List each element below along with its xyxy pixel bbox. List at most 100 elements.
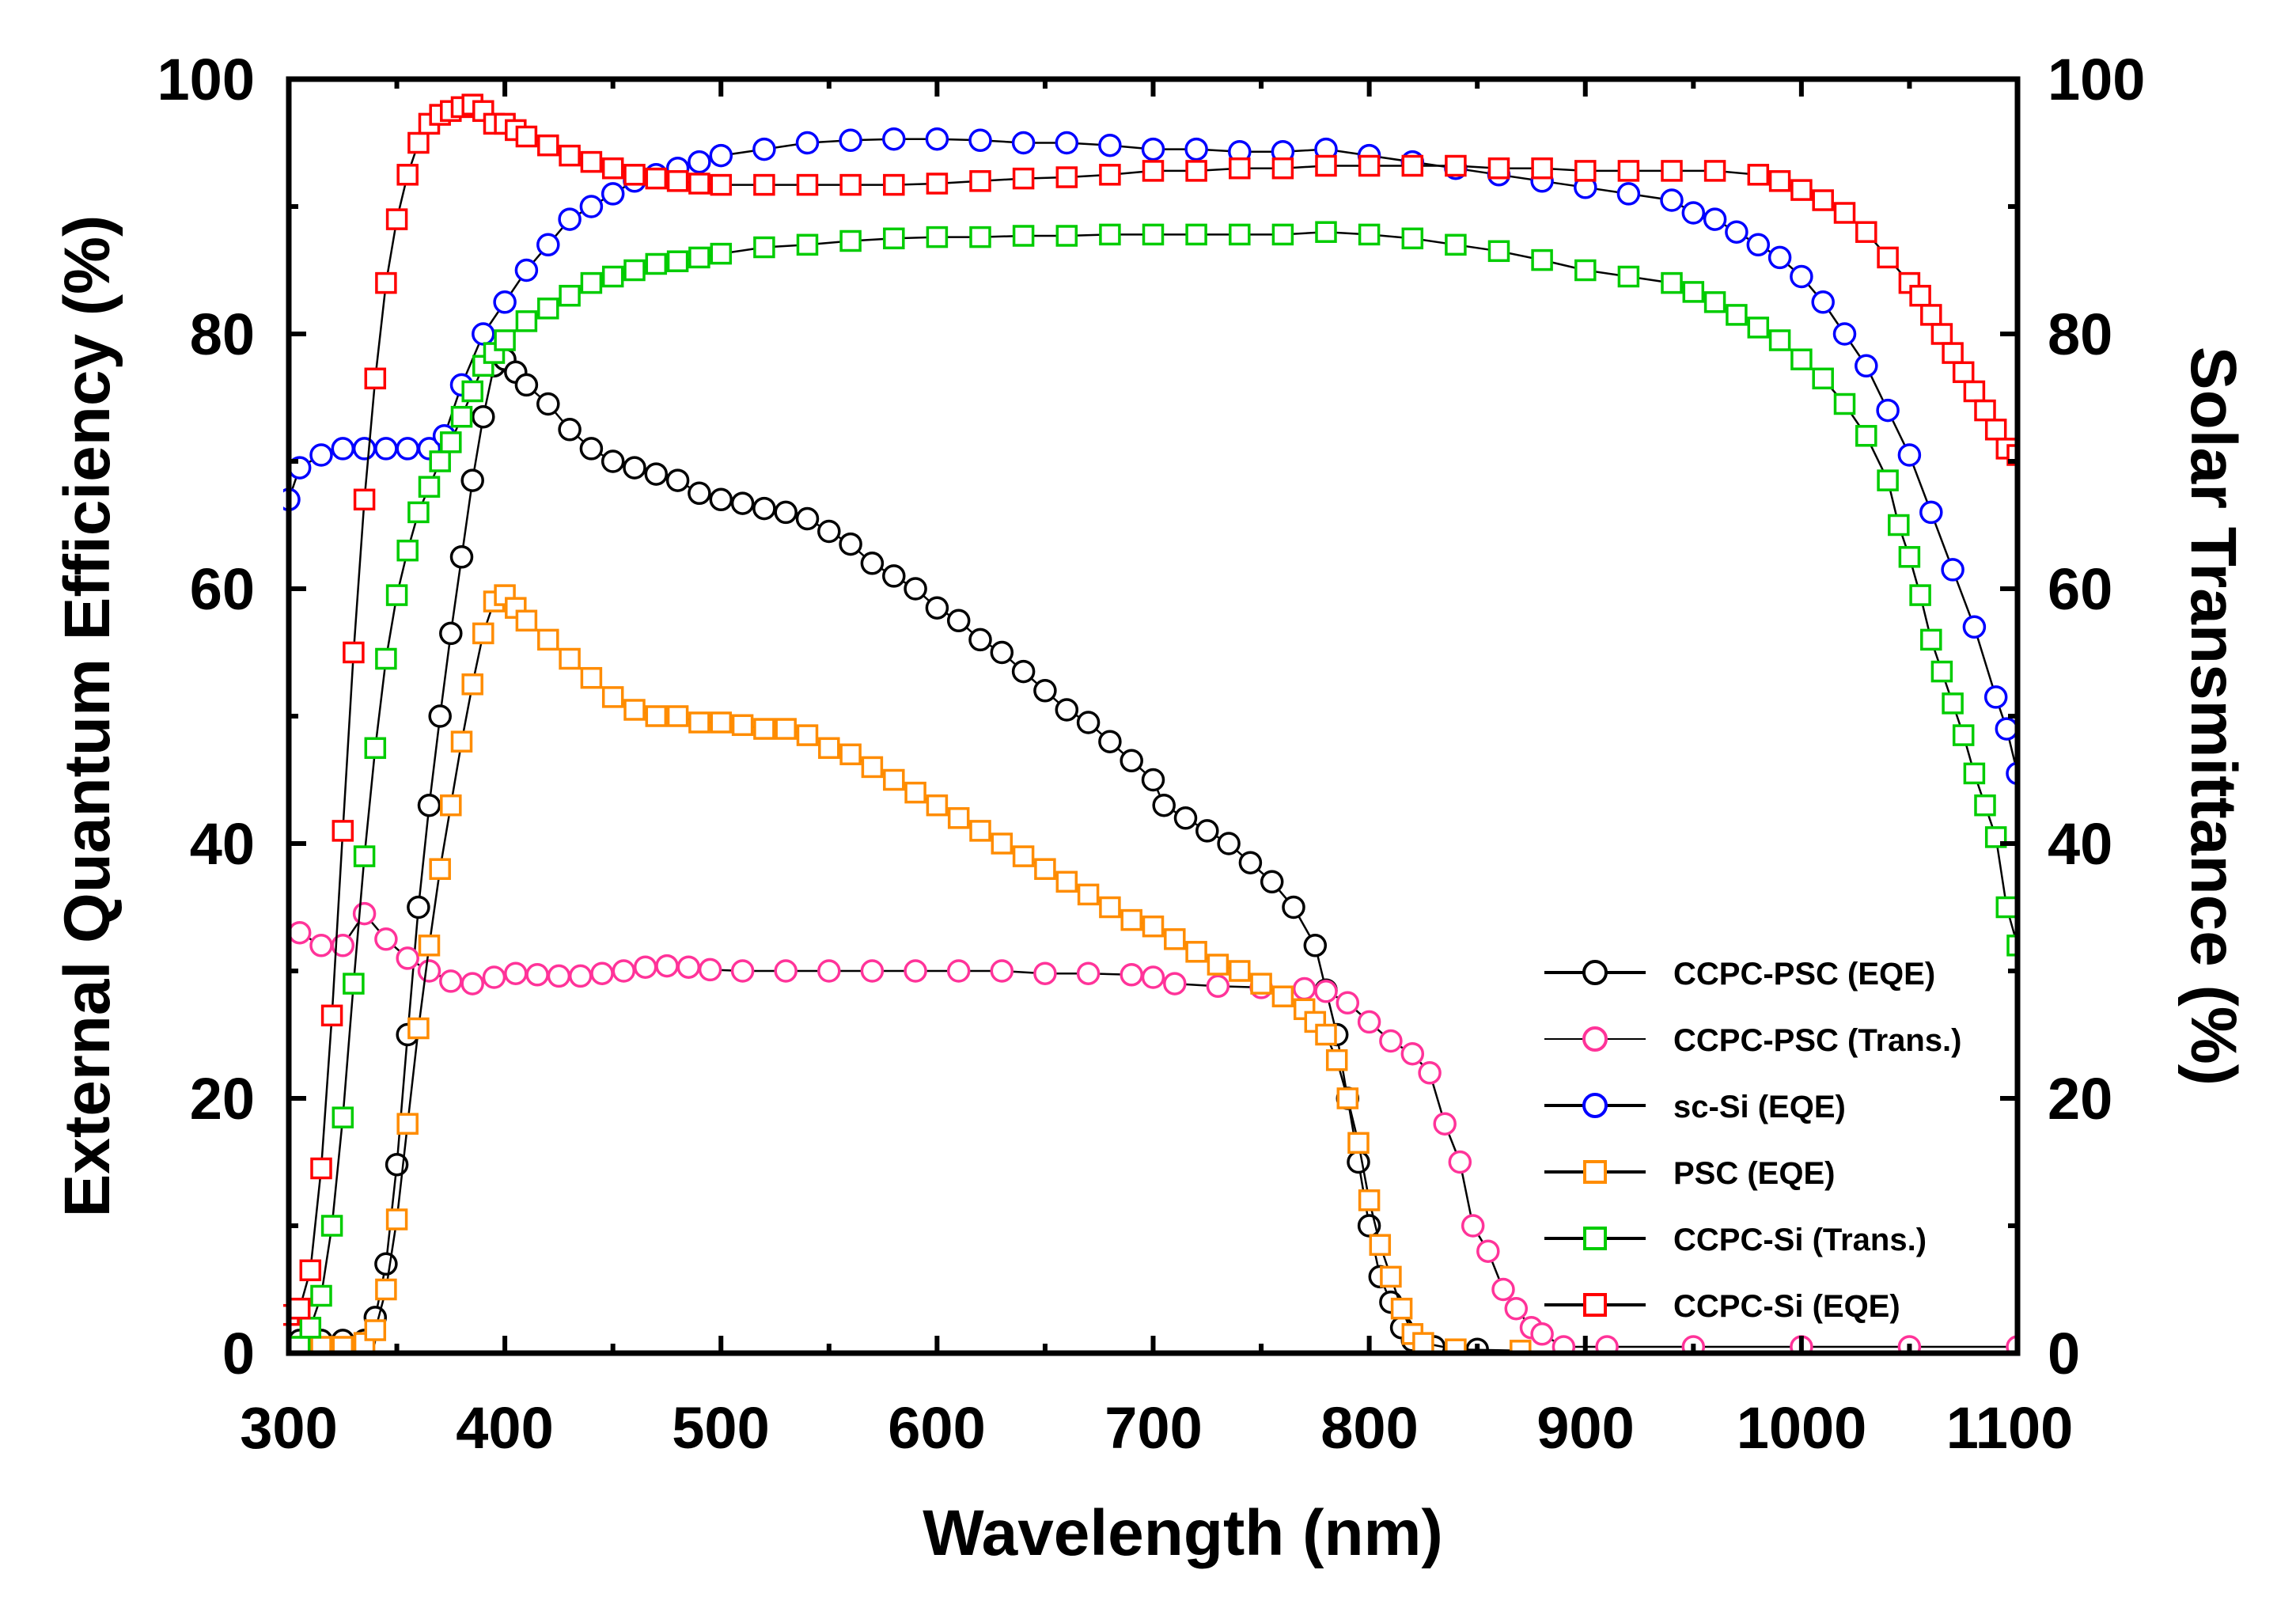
data-point — [288, 1297, 311, 1320]
data-point — [1747, 317, 1770, 339]
data-point — [461, 673, 483, 696]
legend: CCPC-PSC (EQE) CCPC-PSC (Trans.) sc-Si (… — [1544, 957, 1962, 1324]
data-point — [1920, 304, 1942, 326]
data-point — [1401, 227, 1424, 250]
data-point — [515, 609, 538, 632]
data-point — [1574, 160, 1597, 182]
data-point — [1185, 941, 1207, 963]
data-point — [688, 150, 711, 174]
data-point — [1747, 164, 1770, 186]
data-point — [450, 405, 473, 428]
data-point — [343, 973, 365, 995]
data-point — [385, 208, 408, 230]
data-point — [1974, 399, 1996, 422]
data-point — [839, 532, 862, 556]
data-point — [1811, 290, 1835, 314]
data-point — [1358, 1189, 1381, 1212]
series-line — [299, 358, 1478, 1351]
data-point — [1855, 221, 1877, 243]
series-3 — [288, 584, 1532, 1353]
data-point — [1099, 223, 1121, 246]
data-point — [633, 955, 657, 979]
data-point — [558, 418, 582, 442]
data-point — [1076, 961, 1101, 985]
data-point — [817, 959, 841, 983]
data-point — [991, 832, 1013, 855]
data-point — [1184, 137, 1208, 161]
data-point — [796, 173, 819, 196]
x-tick-label: 1100 — [1946, 1395, 2074, 1461]
data-point — [332, 1106, 354, 1128]
data-point — [926, 173, 949, 195]
data-point — [1315, 221, 1337, 243]
data-point — [1661, 160, 1683, 182]
data-point — [990, 640, 1014, 665]
data-point — [883, 768, 905, 791]
data-point — [1746, 233, 1771, 257]
series-0 — [287, 347, 1489, 1353]
data-point — [1952, 361, 1975, 384]
data-point — [839, 173, 862, 196]
tick-layer — [286, 77, 2020, 1356]
data-point — [1120, 908, 1142, 931]
data-point — [795, 506, 820, 531]
data-point — [504, 961, 528, 985]
data-point — [946, 609, 971, 633]
data-point — [559, 144, 581, 167]
data-point — [1661, 271, 1683, 294]
data-point — [860, 959, 885, 983]
data-point — [1250, 973, 1272, 995]
data-point — [1995, 896, 2018, 919]
data-point — [1725, 220, 1749, 244]
legend-label: sc-Si (EQE) — [1673, 1090, 1846, 1124]
data-point — [1768, 329, 1791, 351]
data-point — [1487, 157, 1510, 180]
data-point — [1164, 928, 1186, 950]
data-point — [1315, 154, 1337, 177]
data-point — [1909, 584, 1931, 606]
data-point — [882, 127, 906, 151]
x-tick-label: 900 — [1536, 1395, 1634, 1461]
legend-label: CCPC-PSC (Trans.) — [1673, 1023, 1962, 1058]
data-point — [352, 437, 377, 461]
data-point — [515, 125, 538, 148]
legend-marker — [1583, 1160, 1607, 1184]
data-point — [1271, 223, 1294, 246]
data-point — [1206, 974, 1230, 999]
x-tick-label: 1000 — [1737, 1395, 1867, 1461]
data-point — [688, 711, 710, 734]
data-point — [1336, 1087, 1359, 1109]
data-point — [407, 501, 430, 524]
data-point — [623, 456, 646, 480]
data-point — [1185, 160, 1207, 182]
data-point — [1055, 698, 1079, 722]
data-point — [1995, 717, 2018, 741]
data-point — [1077, 883, 1100, 906]
data-point — [968, 128, 992, 153]
data-point — [537, 298, 559, 320]
series-line — [288, 103, 2018, 1316]
x-tick-labels: 300 400 500 600 700 800 900 1000 1100 — [240, 1395, 2073, 1461]
data-point — [601, 265, 624, 288]
data-point — [1790, 264, 1813, 289]
data-point — [375, 271, 397, 294]
x-tick-label: 700 — [1104, 1395, 1202, 1461]
data-point — [1952, 724, 1975, 746]
data-point — [1445, 1338, 1467, 1353]
data-point — [969, 226, 991, 248]
data-point — [579, 195, 604, 218]
x-tick-label: 600 — [888, 1395, 985, 1461]
x-axis-title: Wavelength (nm) — [923, 1497, 1443, 1569]
data-point — [407, 131, 430, 154]
data-point — [580, 150, 603, 173]
data-point — [817, 519, 841, 544]
y-left-axis-title: External Quantum Efficiency (%) — [51, 215, 123, 1218]
data-point — [1504, 1296, 1529, 1321]
data-point — [1703, 160, 1726, 182]
data-point — [590, 961, 614, 985]
data-point — [753, 236, 775, 259]
data-point — [1229, 223, 1251, 246]
data-point — [645, 167, 668, 190]
data-point — [1898, 546, 1921, 568]
